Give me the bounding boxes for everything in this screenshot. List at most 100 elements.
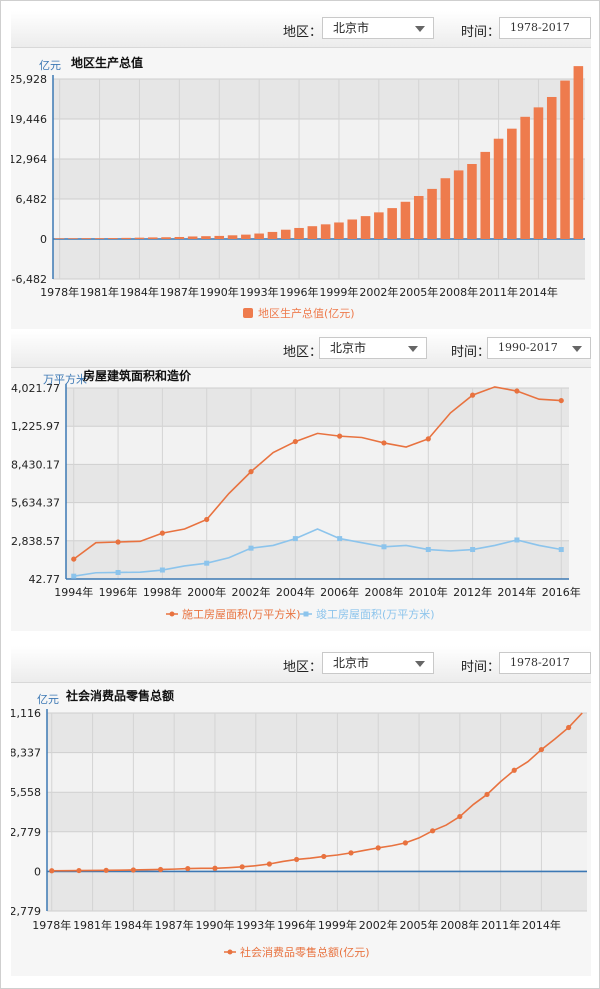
x-tick-label: 1978年 [32,918,71,932]
bar [267,231,278,239]
data-point [292,536,298,542]
data-point [321,853,327,860]
data-point [71,573,77,579]
region-select[interactable]: 北京市 [322,17,434,39]
data-point [484,791,490,798]
time-label: 时间： [461,25,501,40]
x-tick-label: 2002年 [232,585,271,599]
gdp-filter-bar: 地区： 北京市 时间： 1978-2017 [11,11,591,48]
series-line [51,712,583,872]
legend-marker [243,308,253,318]
x-tick-label: 1990年 [195,918,234,932]
x-tick-label: 1990年 [200,285,239,299]
data-point [514,537,520,543]
chart-title: 地区生产总值 [71,55,143,70]
grid-band [47,713,587,753]
time-label: 时间： [461,660,501,675]
x-tick-label: 2004年 [276,585,315,599]
bar [241,234,251,239]
bar [81,238,92,239]
data-point [204,560,210,566]
region-label: 地区： [283,660,323,675]
y-tick-label: 8,337 [11,747,41,760]
region-label: 地区： [283,345,323,360]
bar [161,237,171,239]
time-range-select[interactable]: 1978-2017 [499,652,591,674]
x-tick-label: 2012年 [453,585,492,599]
data-point [514,388,520,394]
time-label: 时间： [451,345,491,360]
series-line [73,528,562,577]
x-tick-label: 2008年 [440,918,479,932]
bar [400,201,411,239]
legend-label: 地区生产总值(亿元) [258,306,355,320]
x-tick-label: 1981年 [73,918,112,932]
time-range-select[interactable]: 1978-2017 [499,17,591,39]
bar [214,235,225,239]
bar [320,224,331,239]
data-point [248,545,254,551]
data-point [511,767,517,773]
x-tick-label: 1987年 [160,285,199,299]
bar [493,138,504,239]
y-tick-label: 0 [40,233,47,246]
grid-band [53,79,585,119]
y-tick-label: -2,779 [11,905,41,918]
data-point [159,530,165,536]
x-tick-label: 1999年 [319,285,358,299]
bar [413,195,424,239]
bar [227,235,238,239]
data-point [348,850,354,856]
grid-band [47,871,587,911]
bar [360,216,371,239]
y-tick-label: 42.77 [29,573,61,586]
x-tick-label: 1984年 [120,285,159,299]
bar [334,222,344,239]
data-point [381,544,387,550]
y-tick-label: 12,964 [11,153,47,166]
legend-label: 竣工房屋面积(万平方米) [316,607,435,621]
grid-band [66,388,569,427]
data-point [212,865,218,871]
data-point [266,861,272,867]
region-value: 北京市 [333,656,370,670]
x-tick-label: 2008年 [439,285,478,299]
gdp-panel: 地区： 北京市 时间： 1978-2017 -6,482 0 6,482 12,964… [11,11,591,329]
chevron-down-icon [572,346,582,352]
y-tick-label: -6,482 [12,273,47,286]
y-tick-label: 2,779 [11,826,41,839]
chevron-down-icon [408,346,418,352]
bar [94,238,105,239]
time-range-value: 1990-2017 [498,341,558,354]
y-tick-label: 0 [34,865,41,878]
time-range-value: 1978-2017 [510,656,570,669]
bar [427,188,437,239]
data-point [470,547,476,553]
y-tick-label: 2,838.57 [11,535,60,548]
x-tick-label: 2011年 [481,918,520,932]
series-line [73,386,562,560]
bar [387,208,397,239]
bar [68,238,78,239]
chart-title: 社会消费品零售总额 [65,688,174,703]
time-range-select[interactable]: 1990-2017 [487,337,591,359]
legend-label: 社会消费品零售总额(亿元) [240,945,370,959]
x-tick-label: 2008年 [364,585,403,599]
data-point [425,547,431,553]
bar [467,164,477,239]
x-tick-label: 1996年 [277,918,316,932]
y-tick-label: 25,928 [11,73,47,86]
region-select[interactable]: 北京市 [322,652,434,674]
bar [134,237,145,239]
region-select[interactable]: 北京市 [319,337,427,359]
bar [374,212,384,239]
bar [453,170,464,239]
x-tick-label: 2005年 [399,285,438,299]
y-tick-label: 19,446 [11,113,47,126]
y-unit-label: 亿元 [37,693,59,706]
x-tick-label: 1998年 [143,585,182,599]
y-tick-label: 8,430.17 [11,458,60,471]
x-tick-label: 2002年 [359,285,398,299]
data-point [337,536,343,542]
